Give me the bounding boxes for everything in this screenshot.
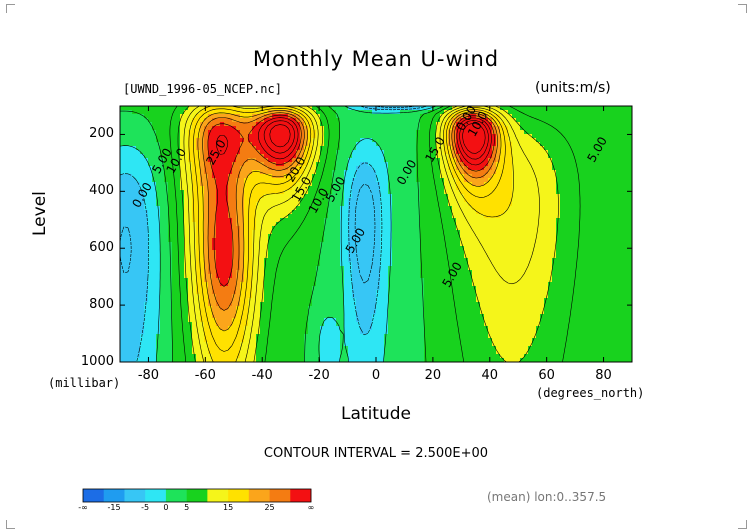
colorbar-tick-label: ∞ bbox=[307, 503, 315, 512]
y-tick-label: 600 bbox=[89, 240, 114, 256]
colorbar-segment bbox=[83, 489, 105, 502]
file-label: [UWND_1996-05_NCEP.nc] bbox=[123, 82, 282, 96]
colorbar-tick-label: 15 bbox=[222, 503, 234, 512]
contour-line bbox=[269, 123, 486, 154]
contour-line bbox=[120, 106, 437, 362]
contour-line bbox=[207, 114, 495, 287]
x-tick-label: 20 bbox=[424, 368, 442, 383]
colorbar-segment bbox=[165, 489, 187, 502]
crop-mark bbox=[738, 4, 747, 13]
colorbar-tick-label: 25 bbox=[264, 503, 275, 512]
colorbar-segment bbox=[103, 489, 125, 502]
x-tick-label: -80 bbox=[137, 368, 160, 383]
contour-line bbox=[263, 120, 489, 160]
y-tick-label: 400 bbox=[89, 183, 114, 199]
colorbar-tick-label: 5 bbox=[184, 503, 190, 512]
colorbar-segment bbox=[145, 489, 167, 502]
colorbar-segment bbox=[124, 489, 146, 502]
y-tick-label: 200 bbox=[89, 126, 114, 142]
colorbar-tick-label: -∞ bbox=[78, 503, 88, 512]
mean-label: (mean) lon:0..357.5 bbox=[487, 490, 607, 504]
colorbar-tick-label: 0 bbox=[163, 503, 169, 512]
x-tick-label: -40 bbox=[251, 368, 273, 383]
crop-mark bbox=[738, 520, 747, 529]
x-tick-label: 40 bbox=[481, 368, 499, 383]
x-tick-label: 60 bbox=[538, 368, 555, 383]
colorbar-segment bbox=[207, 489, 229, 502]
contour-line bbox=[202, 112, 498, 311]
x-tick-label: 80 bbox=[595, 368, 612, 383]
colorbar-tick-label: -5 bbox=[141, 503, 150, 512]
contour-line bbox=[197, 110, 502, 332]
contour-line bbox=[120, 106, 428, 362]
y-tick-label: 1000 bbox=[80, 354, 114, 369]
colorbar bbox=[82, 488, 312, 503]
x-axis-unit: (degrees_north) bbox=[536, 386, 645, 400]
colorbar-segment bbox=[248, 489, 270, 502]
x-axis-label: Latitude bbox=[341, 404, 411, 424]
contour-interval-label: CONTOUR INTERVAL = 2.500E+00 bbox=[263, 446, 489, 461]
y-axis-unit: (millibar) bbox=[48, 376, 121, 390]
colorbar-segment bbox=[228, 489, 250, 502]
contour-line bbox=[177, 106, 559, 362]
colorbar-segment bbox=[290, 489, 312, 502]
contour-line bbox=[188, 106, 514, 362]
contour-line bbox=[216, 117, 492, 166]
contour-line bbox=[183, 106, 540, 362]
units-label: (units:m/s) bbox=[535, 80, 611, 96]
x-tick-label: 0 bbox=[371, 368, 381, 383]
x-tick-label: -20 bbox=[308, 368, 330, 383]
y-tick-label: 800 bbox=[89, 297, 114, 313]
crop-mark bbox=[6, 520, 15, 529]
y-axis-label: Level bbox=[30, 191, 50, 236]
contour-line bbox=[120, 106, 445, 362]
chart-title: Monthly Mean U-wind bbox=[252, 47, 500, 71]
colorbar-segment bbox=[186, 489, 208, 502]
x-tick-label: -60 bbox=[194, 368, 216, 383]
colorbar-tick-label: -15 bbox=[107, 503, 121, 512]
contour-line bbox=[169, 106, 581, 362]
crop-mark bbox=[6, 4, 15, 13]
colorbar-segment bbox=[269, 489, 291, 502]
